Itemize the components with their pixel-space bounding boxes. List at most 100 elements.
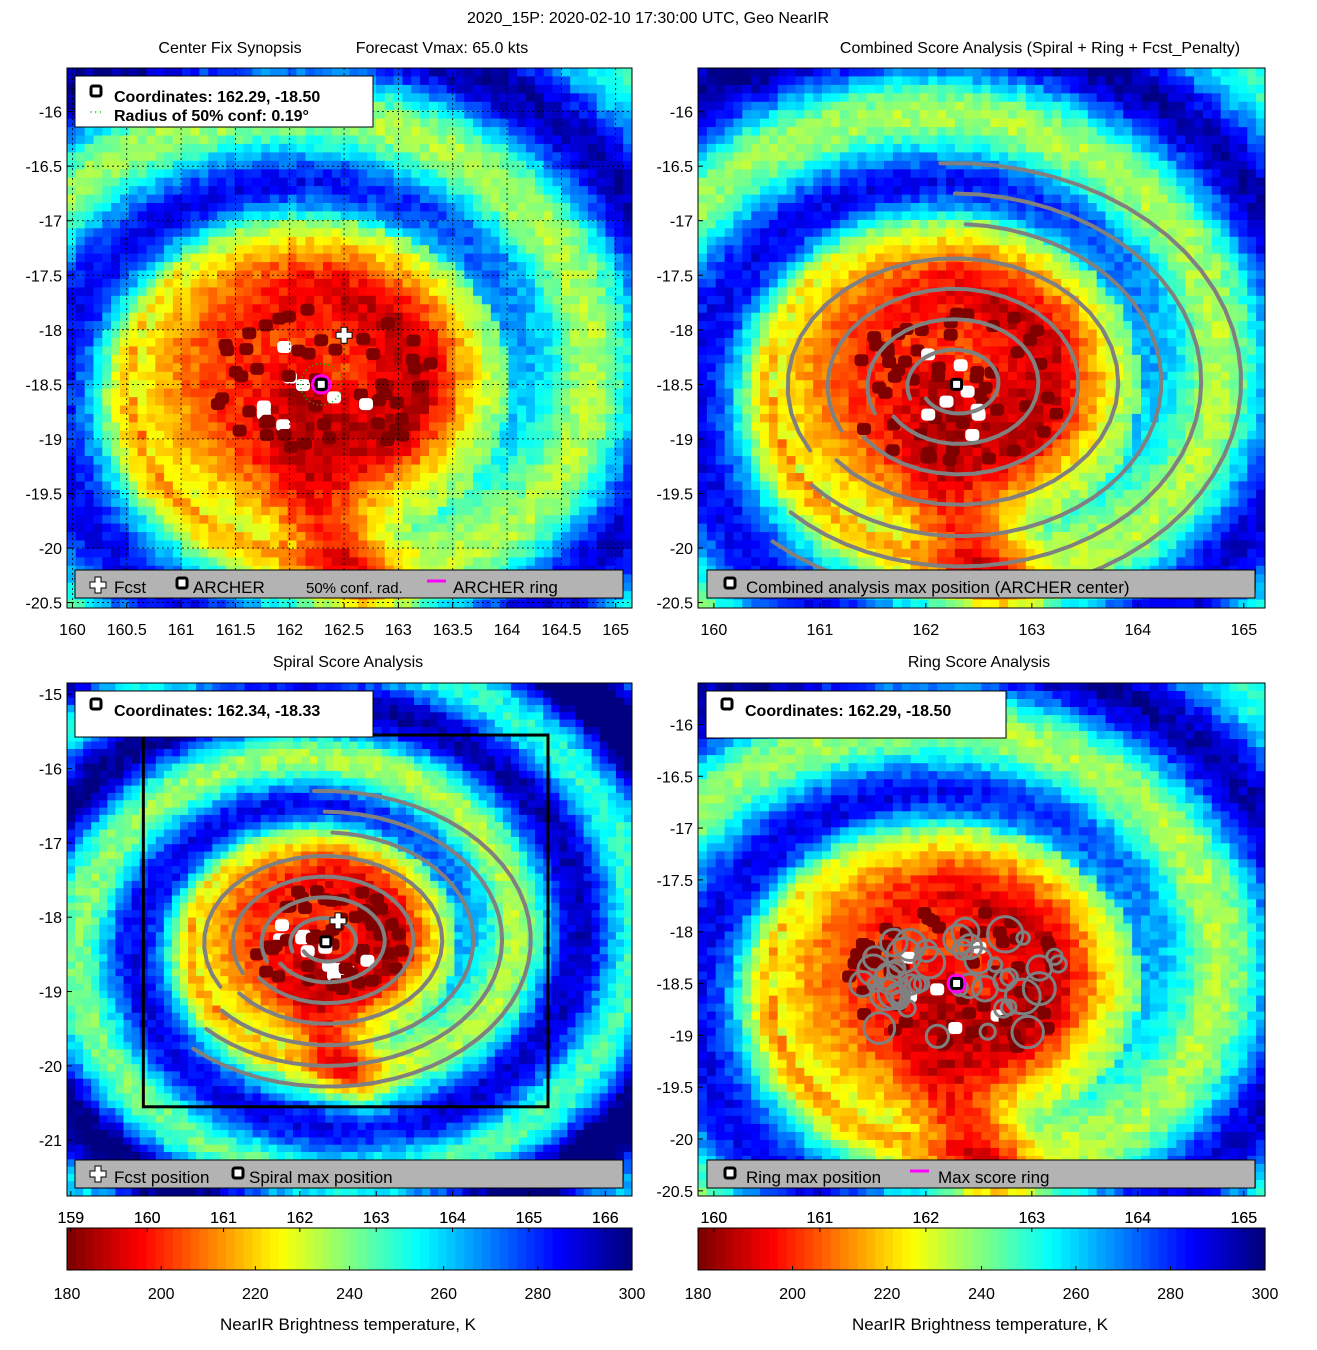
heat-cell (534, 548, 545, 558)
heat-cell (561, 194, 571, 204)
heat-cell (376, 152, 386, 162)
heat-cell (384, 405, 395, 415)
heat-cell (146, 312, 156, 322)
heat-cell (579, 84, 589, 94)
heat-cell (587, 127, 598, 137)
heat-cell (331, 338, 342, 347)
heat-cell (623, 397, 632, 407)
heat-cell (706, 422, 717, 432)
heat-cell (499, 228, 509, 238)
heat-cell (128, 388, 139, 398)
heat-cell (623, 371, 632, 381)
heat-cell (587, 397, 598, 407)
heat-cell (411, 143, 421, 153)
heat-cell (777, 236, 788, 246)
heat-cell (278, 506, 289, 516)
heat-cell (340, 236, 351, 246)
heat-cell (429, 177, 439, 187)
heat-cell (128, 287, 139, 297)
heat-cell (446, 397, 456, 407)
heat-cell (534, 413, 545, 423)
heat-cell (464, 93, 474, 103)
heat-cell (384, 211, 395, 221)
heat-cell (402, 473, 412, 482)
heat-cell (464, 135, 474, 145)
heat-cell (760, 354, 770, 364)
heat-cell (786, 228, 797, 238)
heat-cell (715, 93, 726, 103)
heat-cell (579, 515, 589, 525)
heat-cell (706, 397, 717, 407)
heat-cell (217, 287, 227, 297)
heat-cell (349, 422, 359, 432)
heat-cell (420, 371, 430, 381)
heat-cell (715, 295, 726, 305)
heat-cell (605, 93, 615, 103)
heat-cell (305, 312, 315, 322)
heat-cell (777, 532, 788, 542)
heat-cell (252, 489, 262, 499)
heat-cell (715, 329, 726, 339)
heat-cell (786, 101, 797, 111)
heat-cell (181, 422, 192, 432)
heat-cell (75, 177, 86, 187)
heat-cell (596, 456, 607, 466)
heat-cell (420, 557, 430, 567)
heat-cell (340, 287, 351, 297)
heat-cell (261, 312, 271, 322)
heat-cell (733, 84, 743, 94)
heat-cell (181, 160, 192, 170)
heat-cell (340, 532, 351, 542)
heat-cell (190, 540, 200, 550)
heat-cell (715, 422, 726, 432)
heat-cell (760, 548, 770, 558)
heat-cell (437, 540, 448, 550)
heat-cell (751, 599, 761, 608)
heat-cell (464, 236, 474, 246)
heat-cell (587, 456, 598, 466)
heat-cell (605, 481, 615, 491)
heat-cell (323, 489, 333, 499)
heat-cell (587, 118, 598, 128)
heat-cell (742, 599, 752, 608)
heat-cell (314, 456, 324, 466)
heat-cell (146, 397, 156, 407)
heat-cell (146, 211, 156, 221)
heat-cell (84, 498, 95, 508)
heat-cell (305, 498, 315, 508)
heat-cell (181, 363, 192, 373)
heat-cell (742, 76, 752, 86)
heat-cell (786, 245, 797, 255)
heat-cell (733, 177, 743, 187)
heat-cell (760, 430, 770, 440)
heat-cell (393, 447, 403, 457)
heat-cell (543, 506, 554, 516)
heat-cell (751, 203, 761, 212)
heat-cell (429, 439, 439, 449)
cold-cloud (308, 399, 323, 412)
heat-cell (164, 295, 174, 305)
heat-cell (331, 270, 342, 280)
heat-cell (243, 135, 253, 145)
heat-cell (155, 532, 165, 542)
heat-cell (473, 481, 483, 491)
heat-cell (164, 456, 174, 466)
heat-cell (768, 262, 779, 272)
heat-cell (777, 312, 788, 322)
heat-cell (358, 312, 368, 322)
heat-cell (261, 127, 271, 137)
heat-cell (786, 287, 797, 297)
heat-cell (93, 143, 103, 153)
heat-cell (534, 321, 545, 331)
heat-cell (579, 397, 589, 407)
heat-cell (296, 278, 306, 288)
heat-cell (120, 447, 130, 457)
heat-cell (526, 262, 536, 272)
heat-cell (67, 110, 77, 120)
heat-cell (455, 557, 465, 567)
heat-cell (760, 447, 770, 457)
heat-cell (137, 473, 147, 482)
heat-cell (75, 329, 86, 339)
heat-cell (715, 388, 726, 398)
heat-cell (499, 371, 509, 381)
